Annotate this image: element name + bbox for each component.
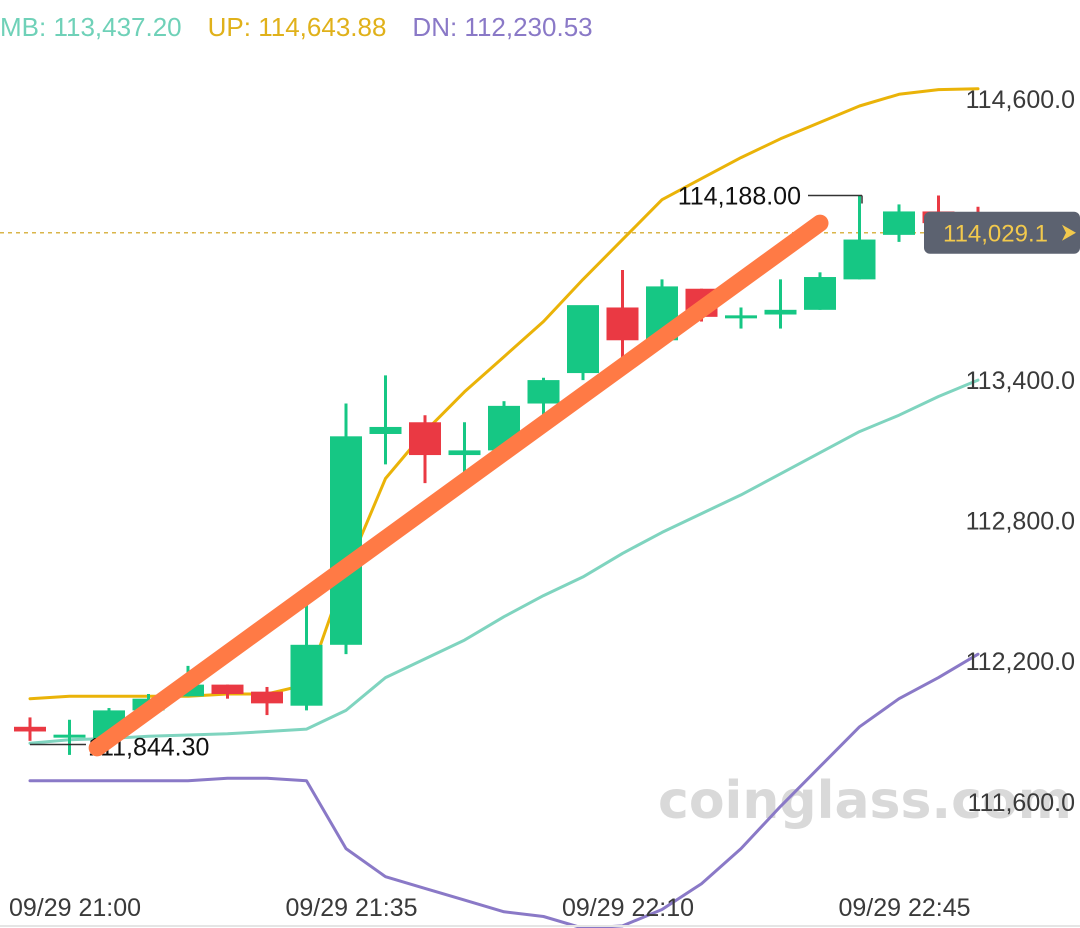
y-tick-label: 111,600.0 (967, 789, 1075, 817)
axes: 114,600.0 113,400.0 112,800.0 112,200.0 111,… (9, 86, 1075, 922)
candle-body (369, 426, 402, 434)
y-tick-label: 112,200.0 (966, 648, 1075, 676)
candle (251, 686, 283, 716)
current-price-tag-bg (924, 211, 1080, 254)
candle-body (448, 450, 481, 456)
candle-body (14, 726, 46, 732)
candle (290, 595, 323, 711)
current-price-tag: 114,029.1 (924, 211, 1080, 254)
candle-body (53, 734, 86, 738)
legend-dn: DN: 112,230.53 (412, 12, 593, 42)
candle (843, 195, 876, 280)
candle (804, 272, 836, 310)
candle (883, 204, 915, 242)
candle-body (251, 691, 283, 704)
watermark-layer: coinglass.com (658, 771, 1072, 831)
candle-body (725, 315, 757, 319)
candle (764, 279, 797, 329)
candle-body (606, 307, 639, 341)
watermark: coinglass.com (658, 771, 1072, 831)
up-line (28, 87, 980, 701)
candle-body (290, 644, 323, 706)
candle (725, 307, 757, 329)
trend-arrow (88, 214, 829, 757)
candle-body (883, 211, 915, 235)
candle (409, 415, 441, 484)
trend-arrow-line (88, 214, 829, 757)
candle (567, 305, 599, 381)
candle (53, 719, 86, 755)
x-tick-label: 09/29 22:45 (838, 894, 970, 922)
y-tick-label: 113,400.0 (966, 367, 1075, 395)
candle-body (804, 277, 836, 310)
x-tick-label: 09/29 22:10 (562, 894, 694, 922)
candle (369, 375, 402, 465)
candle-body (567, 305, 599, 374)
current-price-label: 114,029.1 (943, 221, 1048, 248)
dn-line (28, 652, 980, 928)
candle-body (409, 422, 441, 456)
legend-mb: MB: 113,437.20 (0, 12, 182, 42)
y-tick-label: 114,600.0 (966, 86, 1075, 114)
candle (606, 270, 639, 371)
mb-line (28, 378, 980, 745)
candle (14, 717, 46, 741)
candle-body (330, 436, 362, 645)
candle-body (843, 239, 876, 280)
high-price-label: 114,188.00 (678, 183, 801, 211)
candle-body (527, 380, 560, 404)
candle (211, 684, 244, 699)
x-tick-label: 09/29 21:35 (285, 894, 417, 922)
indicator-legend: MB: 113,437.20 UP: 114,643.88 DN: 112,23… (0, 12, 593, 48)
x-tick-label: 09/29 21:00 (9, 894, 141, 922)
legend-up: UP: 114,643.88 (207, 12, 387, 42)
candle-body (764, 309, 797, 315)
y-tick-label: 112,800.0 (966, 508, 1075, 536)
candle-body (211, 684, 244, 694)
play-icon (1062, 224, 1076, 241)
candles (14, 195, 994, 755)
candle (330, 403, 362, 655)
